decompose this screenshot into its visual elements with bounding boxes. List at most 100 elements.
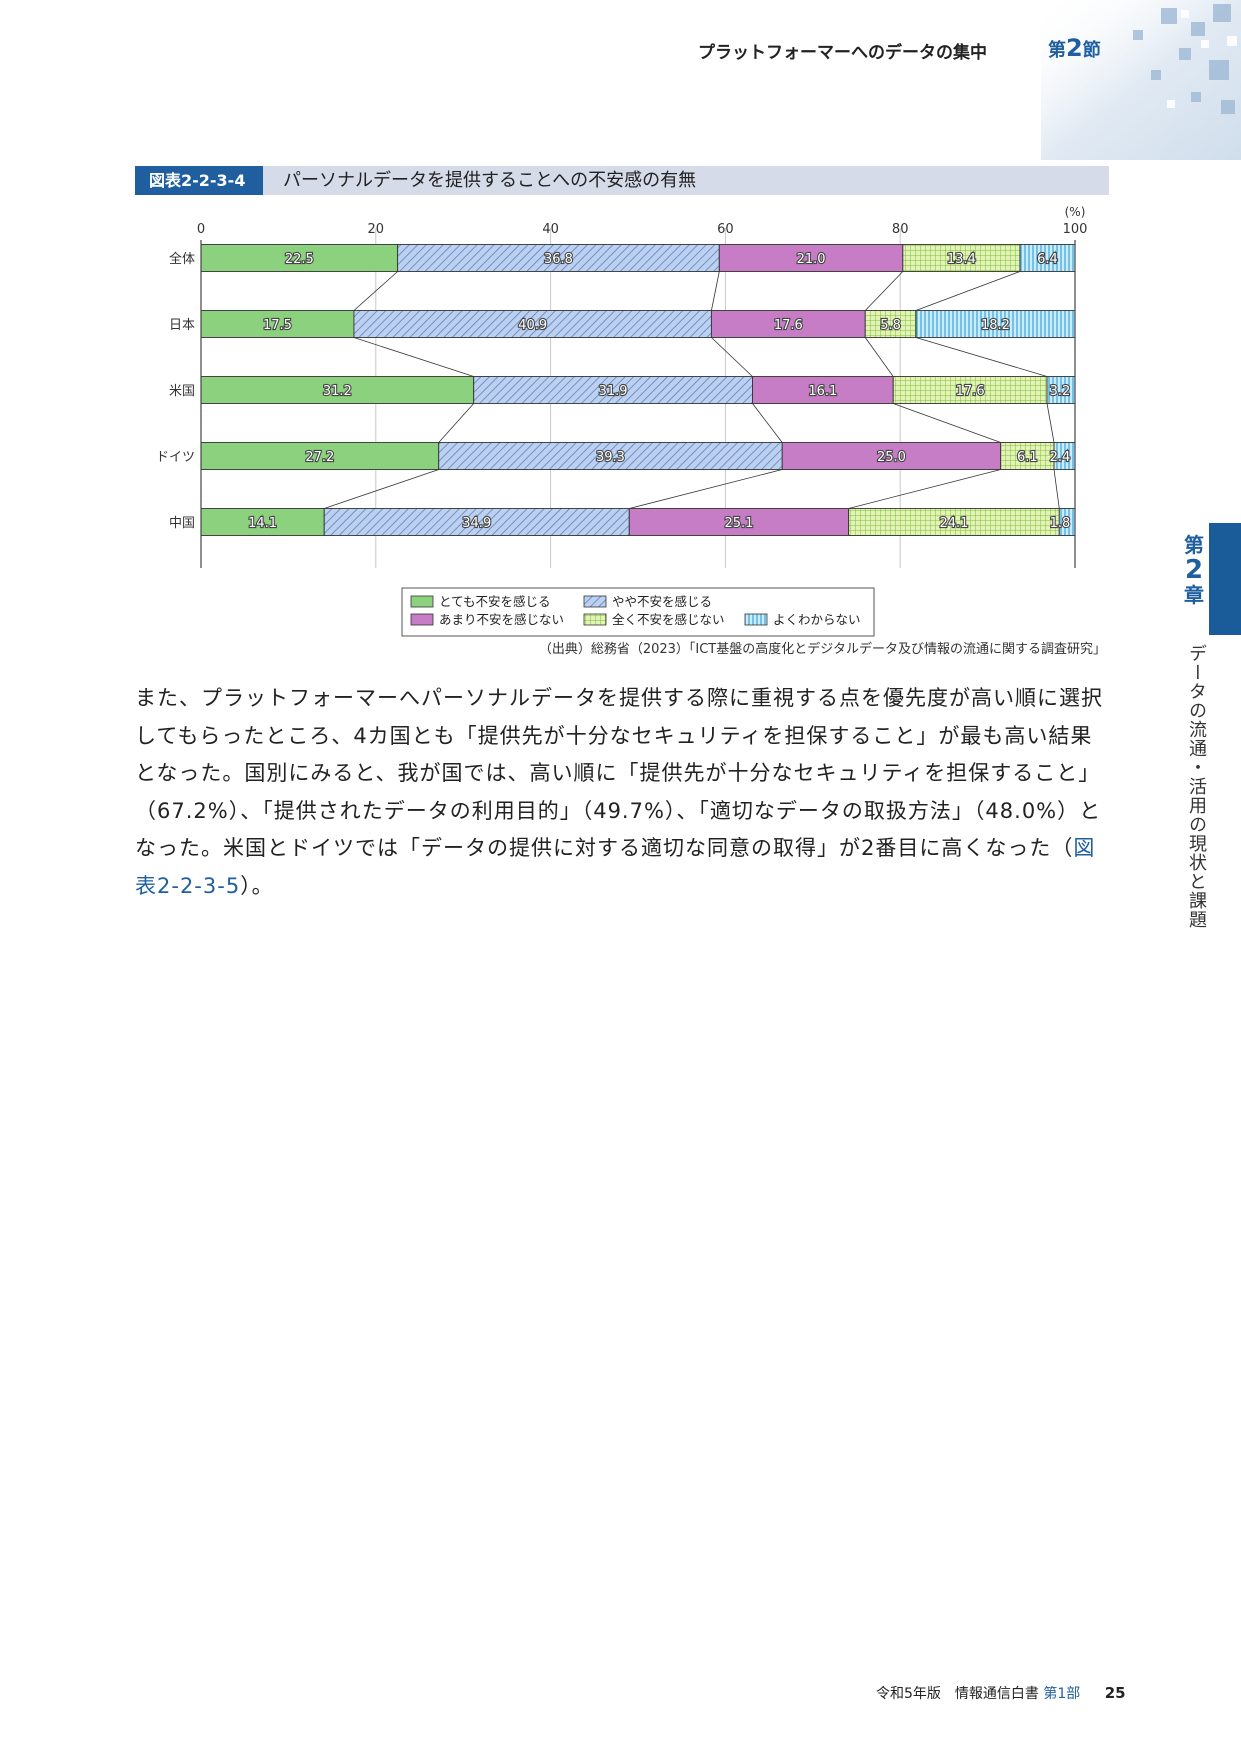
category-label: 中国 [169, 516, 195, 531]
series-connector [1053, 469, 1060, 509]
bar-segment [200, 244, 399, 272]
data-label: 24.1 [939, 516, 968, 531]
section-number-digit: 2 [1066, 34, 1083, 62]
series-connector [915, 271, 1021, 311]
series-connector [1046, 403, 1055, 443]
section-number: 第2節 [1048, 34, 1101, 62]
legend-swatch [410, 595, 434, 608]
chart-bars: 22.5 36.8 21.0 13.4 6.4 17.5 40.9 17.6 5.8 18.2 31… [200, 244, 1076, 536]
category-label: ドイツ [156, 450, 195, 465]
page-footer: 令和5年版 情報通信白書 第1部 25 [876, 1683, 1126, 1703]
series-connector [711, 271, 720, 311]
series-connector [864, 337, 894, 377]
chart-connectors [324, 271, 1060, 509]
x-tick-label: 60 [717, 222, 734, 237]
data-label: 31.9 [599, 384, 628, 399]
data-label: 16.1 [808, 384, 837, 399]
series-connector [629, 469, 783, 509]
data-label: 3.2 [1050, 384, 1071, 399]
data-label: 1.8 [1050, 516, 1071, 531]
legend-label: 全く不安を感じない [612, 612, 725, 627]
data-label: 17.6 [774, 318, 803, 333]
legend-swatch [583, 613, 607, 626]
category-label: 米国 [169, 384, 195, 399]
legend-label: あまり不安を感じない [439, 612, 564, 627]
chapter-prefix: 第 [1184, 533, 1204, 557]
series-connector [324, 469, 439, 509]
series-connector [353, 337, 474, 377]
series-connector [711, 337, 753, 377]
figure-label: 図表2-2-3-4 [135, 166, 264, 195]
bar-segment [397, 244, 720, 272]
legend-label: とても不安を感じる [439, 594, 551, 609]
legend-label: やや不安を感じる [612, 594, 712, 609]
data-label: 17.5 [263, 318, 292, 333]
legend-swatch [744, 613, 768, 626]
series-connector [915, 337, 1048, 377]
bar-segment [848, 508, 1060, 536]
figure-title-bar [135, 166, 1109, 195]
chapter-number: 2 [1184, 555, 1204, 585]
figure-title: パーソナルデータを提供することへの不安感の有無 [283, 170, 697, 191]
category-label: 全体 [169, 251, 195, 267]
bar-segment [864, 310, 917, 338]
bar-segment [781, 442, 1002, 470]
bar-segment [752, 376, 894, 404]
bar-segment [200, 442, 440, 470]
data-label: 18.2 [981, 318, 1010, 333]
footer-part: 第1部 [1043, 1686, 1081, 1702]
data-label: 6.4 [1037, 252, 1058, 267]
body-paragraph: また、プラットフォーマーへパーソナルデータを提供する際に重視する点を優先度が高い… [135, 680, 1111, 905]
bar-segment [200, 376, 475, 404]
header-decoration [1041, 0, 1241, 160]
x-tick-label: 20 [368, 222, 385, 237]
x-unit-label: (%) [1065, 205, 1086, 219]
category-label: 日本 [169, 318, 195, 333]
legend-swatch [583, 595, 607, 608]
legend-label: よくわからない [773, 612, 861, 627]
data-label: 25.1 [724, 516, 753, 531]
data-label: 27.2 [305, 450, 334, 465]
series-connector [893, 403, 1001, 443]
series-connector [864, 271, 904, 311]
series-connector [353, 271, 398, 311]
data-label: 39.3 [596, 450, 625, 465]
figure-reference-link[interactable]: 図表2-2-3-5 [135, 836, 1096, 898]
data-label: 6.1 [1017, 450, 1038, 465]
legend-box [401, 587, 875, 637]
legend-swatch [410, 613, 434, 626]
series-connector [848, 469, 1001, 509]
chapter-title: データの流通・活用の現状と課題 [1186, 644, 1207, 929]
data-label: 21.0 [797, 252, 826, 267]
bar-segment [1019, 244, 1076, 272]
stacked-bar-chart: 22.5 36.8 21.0 13.4 6.4 17.5 40.9 17.6 5.8 18.2 31… [156, 205, 1087, 637]
series-connector [752, 403, 783, 443]
bar-segment [710, 310, 866, 338]
bar-segment [438, 442, 783, 470]
data-label: 14.1 [248, 516, 277, 531]
data-label: 31.2 [323, 384, 352, 399]
data-label: 5.8 [880, 318, 901, 333]
chapter-suffix: 章 [1184, 583, 1204, 607]
page-number: 25 [1104, 1684, 1126, 1702]
x-tick-label: 40 [542, 222, 559, 237]
x-tick-label: 80 [892, 222, 909, 237]
data-label: 40.9 [518, 318, 547, 333]
bar-segment [915, 310, 1076, 338]
section-title: プラットフォーマーへのデータの集中 [698, 43, 987, 63]
series-connector [438, 403, 474, 443]
bar-segment [628, 508, 850, 536]
data-label: 25.0 [877, 450, 906, 465]
data-label: 22.5 [285, 252, 314, 267]
chapter-label: 第 2 章 [1174, 533, 1214, 608]
bar-segment [718, 244, 904, 272]
data-label: 2.4 [1050, 450, 1071, 465]
x-tick-label: 0 [197, 222, 205, 237]
section-suffix: 節 [1082, 40, 1101, 61]
x-tick-label: 100 [1063, 222, 1088, 237]
chapter-tab [1209, 523, 1241, 635]
bar-segment [473, 376, 753, 404]
bar-segment [902, 244, 1021, 272]
